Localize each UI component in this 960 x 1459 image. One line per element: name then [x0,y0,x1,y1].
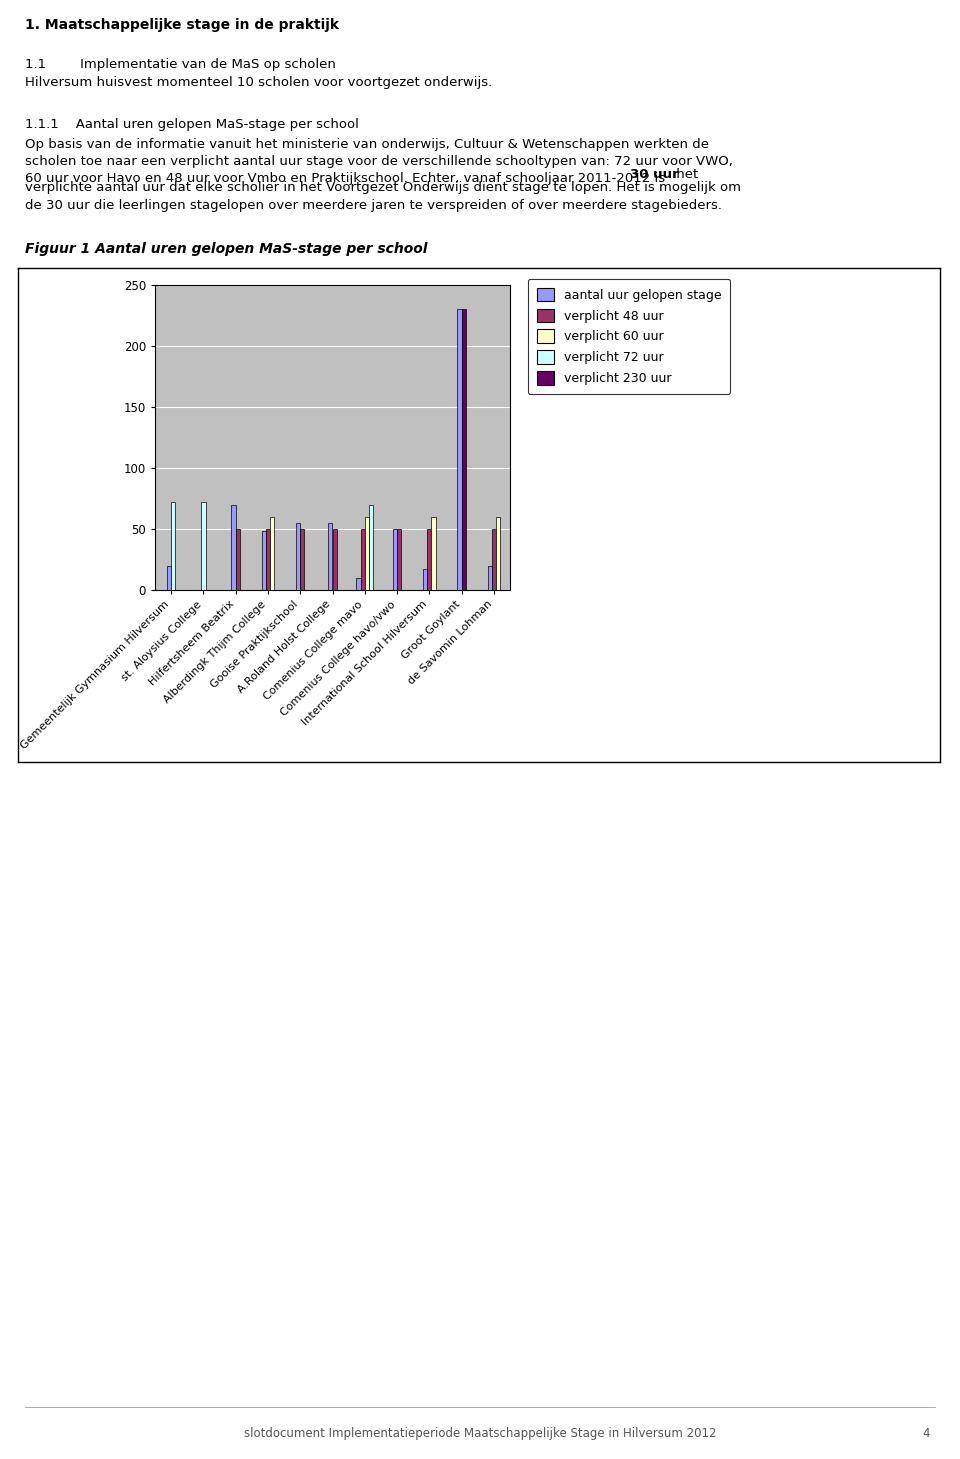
Text: Figuur 1 Aantal uren gelopen MaS-stage per school: Figuur 1 Aantal uren gelopen MaS-stage p… [25,242,427,255]
Bar [266,530,270,589]
Bar [457,309,462,589]
Bar [236,530,240,589]
Bar [427,530,431,589]
Text: Op basis van de informatie vanuit het ministerie van onderwijs, Cultuur & Wetens: Op basis van de informatie vanuit het mi… [25,139,732,185]
Bar [356,578,361,589]
Text: 1.1        Implementatie van de MaS op scholen: 1.1 Implementatie van de MaS op scholen [25,58,336,71]
Bar [202,502,205,589]
Text: 1. Maatschappelijke stage in de praktijk: 1. Maatschappelijke stage in de praktijk [25,18,339,32]
Bar [167,566,171,589]
Bar [393,530,397,589]
Bar [332,530,337,589]
Text: 1.1.1    Aantal uren gelopen MaS-stage per school: 1.1.1 Aantal uren gelopen MaS-stage per … [25,118,359,131]
Bar [231,505,236,589]
Bar [270,516,275,589]
Bar [328,522,332,589]
Text: slotdocument Implementatieperiode Maatschappelijke Stage in Hilversum 2012: slotdocument Implementatieperiode Maatsc… [244,1427,716,1440]
Text: Hilversum huisvest momenteel 10 scholen voor voortgezet onderwijs.: Hilversum huisvest momenteel 10 scholen … [25,76,492,89]
Bar [296,522,300,589]
Text: verplichte aantal uur dat elke scholier in het Voortgezet Onderwijs dient stage : verplichte aantal uur dat elke scholier … [25,181,741,212]
Bar [369,505,373,589]
Bar [492,530,496,589]
Text: het: het [672,168,698,181]
Bar [462,309,466,589]
Bar [365,516,369,589]
Bar [496,516,500,589]
Bar [423,569,427,589]
Bar [361,530,365,589]
Bar [262,531,266,589]
Bar [397,530,401,589]
Text: 30 uur: 30 uur [630,168,679,181]
Bar [171,502,176,589]
Bar [488,566,492,589]
Text: 4: 4 [923,1427,930,1440]
Bar [300,530,304,589]
Legend: aantal uur gelopen stage, verplicht 48 uur, verplicht 60 uur, verplicht 72 uur, : aantal uur gelopen stage, verplicht 48 u… [528,279,731,394]
Bar [431,516,436,589]
